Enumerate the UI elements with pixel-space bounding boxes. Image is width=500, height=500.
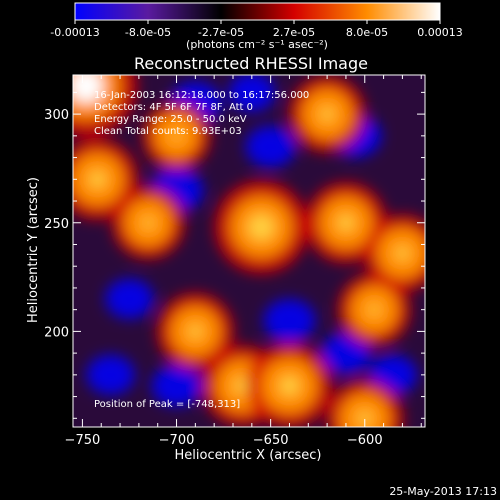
hot-spot <box>339 392 391 427</box>
y-axis: 200 250 300 <box>44 91 425 419</box>
footer-date: 25-May-2013 17:13 <box>389 485 497 498</box>
hot-spot-core <box>357 411 372 426</box>
y-tick-label: 200 <box>44 325 69 340</box>
colorbar-tick-label: 8.0e-05 <box>346 26 388 39</box>
cold-spot <box>263 298 316 343</box>
emission-field <box>73 75 425 427</box>
annotation-line: Detectors: 4F 5F 6F 7F 8F, Att 0 <box>94 102 253 113</box>
x-tick-label: −700 <box>159 433 195 448</box>
hot-spot-core <box>172 131 181 141</box>
cold-spot <box>105 278 154 319</box>
hot-spot-core <box>337 214 355 232</box>
plot-frame <box>72 74 426 428</box>
cold-spot <box>320 332 372 375</box>
y-tick-label: 250 <box>44 217 69 232</box>
hot-spot-core <box>188 324 203 339</box>
colorbar-tick-label: -0.00013 <box>50 26 99 39</box>
hot-spot-core <box>279 375 300 396</box>
annotation-line: 16-Jan-2003 16:12:18.000 to 16:17:56.000 <box>94 90 309 101</box>
x-tick-label: −750 <box>65 433 101 448</box>
hot-spot-core <box>320 107 335 122</box>
cold-spot <box>86 354 135 396</box>
colorbar-units: (photons cm⁻² s⁻¹ asec⁻²) <box>186 38 328 51</box>
x-tick-label: −650 <box>253 433 289 448</box>
colorbar-ticks: -0.00013 -8.0e-05 -2.7e-05 2.7e-05 8.0e-05 0.… <box>50 20 463 39</box>
cold-spot <box>151 364 202 407</box>
colorbar-tick-label: 2.7e-05 <box>273 26 315 39</box>
colorbar-tick-label: -8.0e-05 <box>125 26 171 39</box>
y-tick-label: 300 <box>44 108 69 123</box>
colorbar-tick-label: 0.00013 <box>417 26 463 39</box>
hot-spot-core <box>142 217 154 229</box>
x-tick-label: −600 <box>347 433 383 448</box>
chart-title: Reconstructed RHESSI Image <box>134 54 368 73</box>
annotation-block: 16-Jan-2003 16:12:18.000 to 16:17:56.000… <box>94 90 309 137</box>
colorbar-tick-label: -2.7e-05 <box>198 26 244 39</box>
annotation-line: Energy Range: 25.0 - 50.0 keV <box>94 114 247 125</box>
cold-spot <box>245 125 296 168</box>
hot-spot-core <box>234 377 251 395</box>
hot-spot-core <box>89 170 106 188</box>
x-axis-label: Heliocentric X (arcsec) <box>175 448 322 463</box>
peak-position-label: Position of Peak = [-748,313] <box>94 399 240 410</box>
hot-spot-core <box>73 75 104 103</box>
hot-spot-core <box>368 304 380 316</box>
image-layer <box>73 75 425 427</box>
y-axis-label: Heliocentric Y (arcsec) <box>26 177 41 323</box>
annotation-line: Clean Total counts: 9.93E+03 <box>94 126 242 137</box>
cold-spot <box>228 75 276 112</box>
colorbar <box>74 2 441 21</box>
x-axis: −750 −700 −650 −600 <box>65 75 422 448</box>
hot-spot-core <box>248 213 275 241</box>
hot-spot-core <box>395 246 410 261</box>
